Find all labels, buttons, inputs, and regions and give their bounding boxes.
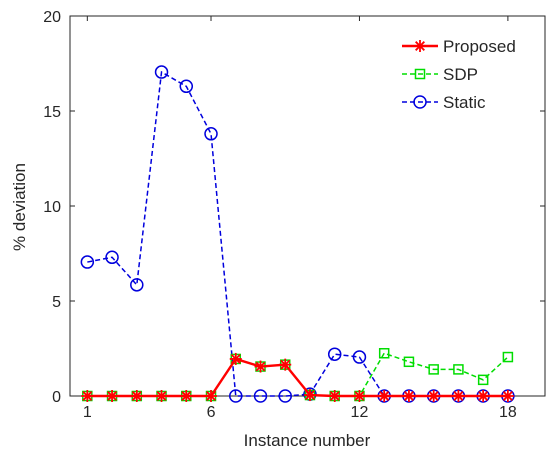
legend-marker [413, 95, 427, 109]
data-point-static [80, 255, 95, 269]
x-tick-label: 18 [499, 404, 517, 421]
data-point-sdp [453, 364, 464, 375]
data-point-proposed [254, 360, 267, 373]
data-point-proposed [81, 390, 94, 402]
legend-label: SDP [443, 65, 478, 84]
legend-item-static: Static [402, 93, 486, 112]
data-point-sdp [428, 364, 439, 375]
legend: Proposed SDP Static [390, 27, 540, 117]
x-axis-label: Instance number [244, 431, 371, 450]
data-point-static [130, 278, 144, 292]
legend-label: Proposed [443, 37, 516, 56]
data-point-sdp [378, 348, 390, 359]
data-point-static [327, 347, 342, 361]
data-point-proposed [501, 390, 514, 402]
data-point-proposed [452, 390, 465, 402]
data-point-proposed [130, 390, 143, 402]
data-point-static [352, 350, 367, 364]
x-tick-label: 12 [351, 404, 369, 421]
series-proposed [81, 352, 514, 402]
data-point-proposed [205, 390, 218, 402]
legend-marker [414, 40, 426, 52]
data-point-sdp [403, 356, 415, 368]
data-point-proposed [353, 390, 366, 402]
data-point-proposed [155, 390, 168, 402]
y-tick-label: 20 [43, 9, 61, 26]
data-point-proposed [279, 358, 292, 371]
data-point-static [229, 389, 243, 403]
data-point-proposed [402, 390, 415, 402]
legend-item-proposed: Proposed [402, 37, 516, 56]
data-point-proposed [303, 389, 316, 402]
data-point-proposed [378, 390, 391, 402]
data-point-sdp [477, 374, 489, 386]
y-tick-label: 10 [43, 199, 61, 216]
y-tick-label: 0 [52, 389, 61, 406]
data-point-proposed [328, 390, 341, 402]
data-point-proposed [427, 390, 440, 402]
data-point-static [253, 389, 268, 403]
x-tick-label: 6 [207, 404, 216, 421]
x-tick-label: 1 [83, 404, 92, 421]
data-point-static [105, 250, 119, 265]
data-point-static [204, 127, 218, 141]
y-tick-label: 5 [52, 294, 61, 311]
series-layer [80, 65, 515, 403]
data-point-proposed [229, 352, 242, 365]
legend-label: Static [443, 93, 486, 112]
data-point-static [154, 65, 169, 79]
y-tick-label: 15 [43, 104, 61, 121]
legend-item-sdp: SDP [402, 65, 478, 84]
data-point-proposed [180, 390, 193, 402]
y-axis-label: % deviation [10, 163, 29, 251]
data-point-proposed [106, 390, 119, 402]
data-point-static [278, 389, 292, 403]
data-point-proposed [477, 390, 490, 402]
data-point-sdp [502, 351, 514, 363]
legend-marker [414, 68, 426, 80]
data-point-static [179, 79, 194, 94]
